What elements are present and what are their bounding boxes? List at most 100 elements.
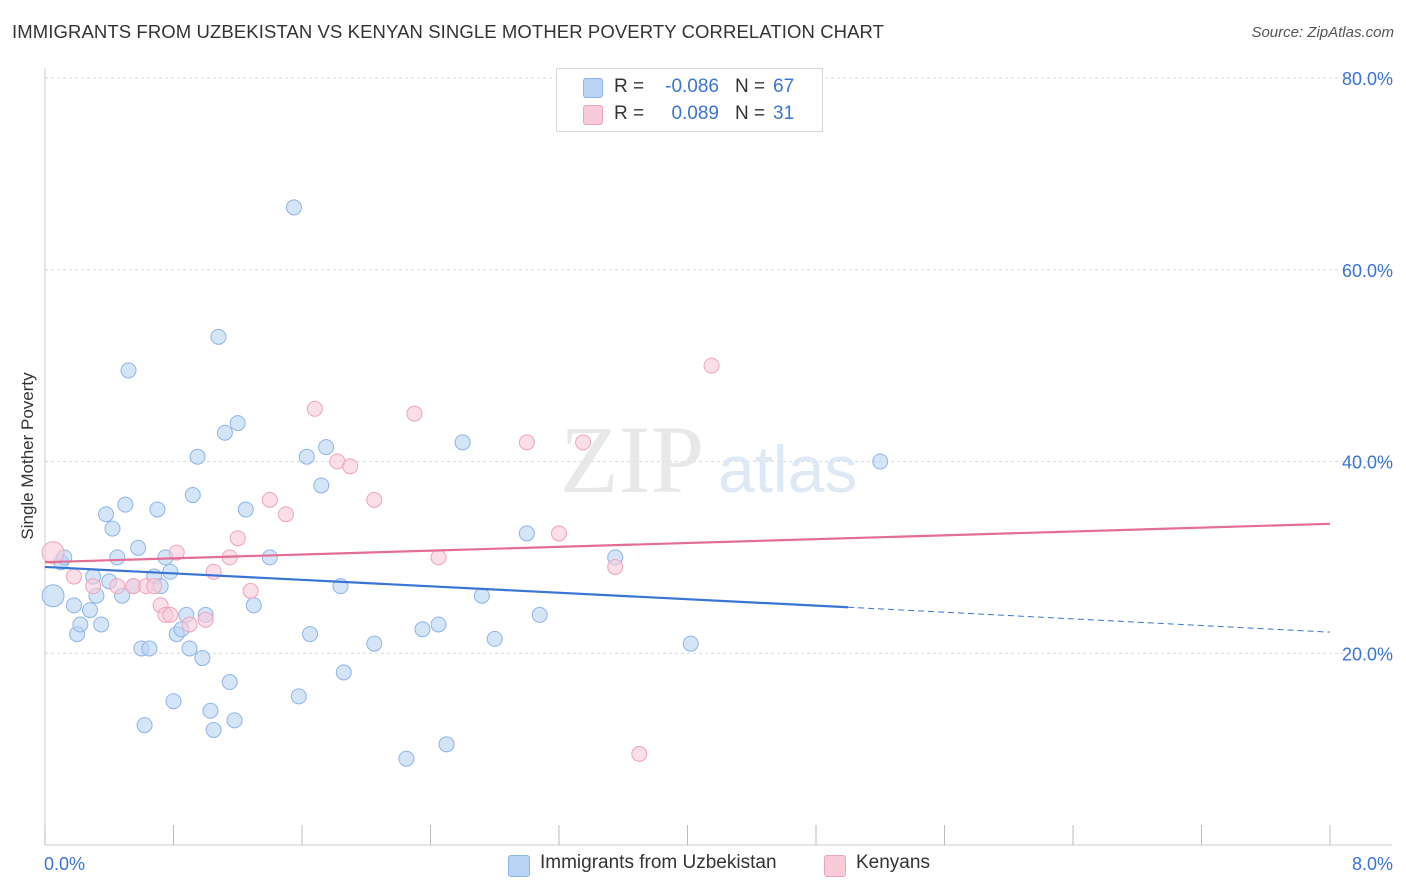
point-uzbekistan xyxy=(136,717,153,734)
y-tick-label: 40.0% xyxy=(1342,453,1393,473)
point-kenyans xyxy=(406,405,423,422)
point-uzbekistan xyxy=(229,415,246,432)
point-kenyans xyxy=(575,434,592,451)
point-uzbekistan xyxy=(181,640,198,657)
point-kenyans xyxy=(703,357,720,374)
y-tick-label: 60.0% xyxy=(1342,261,1393,281)
point-kenyans xyxy=(146,578,163,595)
point-uzbekistan xyxy=(210,328,227,345)
point-uzbekistan xyxy=(120,362,137,379)
data-points xyxy=(41,199,889,767)
point-uzbekistan xyxy=(473,587,490,604)
tick-labels: 20.0% 40.0% 60.0% 80.0% 0.0% 8.0% xyxy=(44,69,1393,874)
point-kenyans xyxy=(65,568,82,585)
x-tick-label: 8.0% xyxy=(1352,854,1393,874)
legend-row-kenyans: R = 0.089 N = 31 xyxy=(557,101,822,127)
legend-swatch-kenyans xyxy=(583,105,603,125)
axes xyxy=(44,68,1392,846)
point-uzbekistan xyxy=(313,477,330,494)
point-kenyans xyxy=(181,616,198,633)
point-kenyans xyxy=(366,491,383,508)
point-kenyans xyxy=(229,530,246,547)
legend-r-value: -0.086 xyxy=(665,76,719,97)
point-uzbekistan xyxy=(872,453,889,470)
point-uzbekistan xyxy=(261,549,278,566)
point-kenyans xyxy=(41,541,65,565)
legend-n-value: 67 xyxy=(773,76,795,97)
point-uzbekistan xyxy=(130,539,147,556)
chart-title: IMMIGRANTS FROM UZBEKISTAN VS KENYAN SIN… xyxy=(12,21,885,42)
point-uzbekistan xyxy=(109,549,126,566)
legend-swatch-uzbekistan xyxy=(583,78,603,98)
point-uzbekistan xyxy=(245,597,262,614)
legend-r-label: R = xyxy=(614,76,645,97)
point-uzbekistan xyxy=(486,630,503,647)
legend-n-label: N = xyxy=(735,76,766,97)
point-kenyans xyxy=(551,525,567,542)
legend-n-label: N = xyxy=(735,103,766,124)
point-kenyans xyxy=(607,558,624,575)
legend-n-value: 31 xyxy=(773,103,795,124)
point-uzbekistan xyxy=(221,674,238,691)
point-uzbekistan xyxy=(414,621,431,638)
point-kenyans xyxy=(109,578,126,595)
watermark-zip: ZIP xyxy=(560,406,704,513)
bottom-legend-swatch-kenyans xyxy=(824,855,846,877)
legend-row-uzbekistan: R = -0.086 N = 67 xyxy=(557,74,822,100)
point-uzbekistan xyxy=(162,563,179,580)
legend-r-value: 0.089 xyxy=(671,103,719,124)
point-uzbekistan xyxy=(430,616,447,633)
point-uzbekistan xyxy=(290,688,307,705)
point-uzbekistan xyxy=(165,693,182,710)
point-kenyans xyxy=(168,544,185,561)
point-uzbekistan xyxy=(318,439,335,456)
point-kenyans xyxy=(518,434,535,451)
y-axis-label: Single Mother Poverty xyxy=(18,372,37,540)
point-uzbekistan xyxy=(81,602,98,619)
watermark-atlas: atlas xyxy=(718,432,857,506)
point-uzbekistan xyxy=(226,712,243,729)
y-tick-label: 20.0% xyxy=(1342,644,1393,664)
x-tick-label: 0.0% xyxy=(44,854,85,874)
point-uzbekistan xyxy=(454,434,471,451)
point-uzbekistan xyxy=(518,525,535,542)
point-kenyans xyxy=(342,458,359,475)
point-uzbekistan xyxy=(194,650,211,667)
point-uzbekistan xyxy=(682,635,699,652)
point-uzbekistan xyxy=(141,640,158,657)
point-uzbekistan xyxy=(302,626,319,643)
y-tick-label: 80.0% xyxy=(1342,69,1393,89)
point-kenyans xyxy=(261,491,278,508)
point-kenyans xyxy=(205,563,222,580)
trend-line-uzbekistan-extension xyxy=(848,606,1331,633)
point-uzbekistan xyxy=(189,448,206,465)
point-uzbekistan xyxy=(104,520,121,537)
bottom-legend-label: Immigrants from Uzbekistan xyxy=(540,852,777,873)
point-uzbekistan xyxy=(184,487,201,504)
point-kenyans xyxy=(430,549,447,566)
source-credit: Source: ZipAtlas.com xyxy=(1251,24,1394,41)
point-uzbekistan xyxy=(202,702,219,719)
point-uzbekistan xyxy=(335,664,352,681)
point-kenyans xyxy=(306,400,323,417)
point-uzbekistan xyxy=(205,721,222,738)
legend-r-label: R = xyxy=(614,103,645,124)
point-kenyans xyxy=(277,506,294,523)
point-kenyans xyxy=(197,611,214,628)
point-uzbekistan xyxy=(149,501,166,518)
point-uzbekistan xyxy=(298,448,315,465)
point-uzbekistan xyxy=(237,501,254,518)
point-uzbekistan xyxy=(366,635,383,652)
point-uzbekistan xyxy=(438,736,455,753)
point-uzbekistan xyxy=(117,496,134,513)
point-kenyans xyxy=(631,745,648,762)
point-uzbekistan xyxy=(41,584,65,608)
point-kenyans xyxy=(85,578,102,595)
bottom-legend-label: Kenyans xyxy=(856,852,930,873)
point-uzbekistan xyxy=(65,597,82,614)
point-kenyans xyxy=(162,606,179,623)
trend-line-uzbekistan xyxy=(44,565,849,609)
grid-lines xyxy=(45,77,1392,654)
point-uzbekistan xyxy=(93,616,110,633)
point-uzbekistan xyxy=(398,750,415,767)
